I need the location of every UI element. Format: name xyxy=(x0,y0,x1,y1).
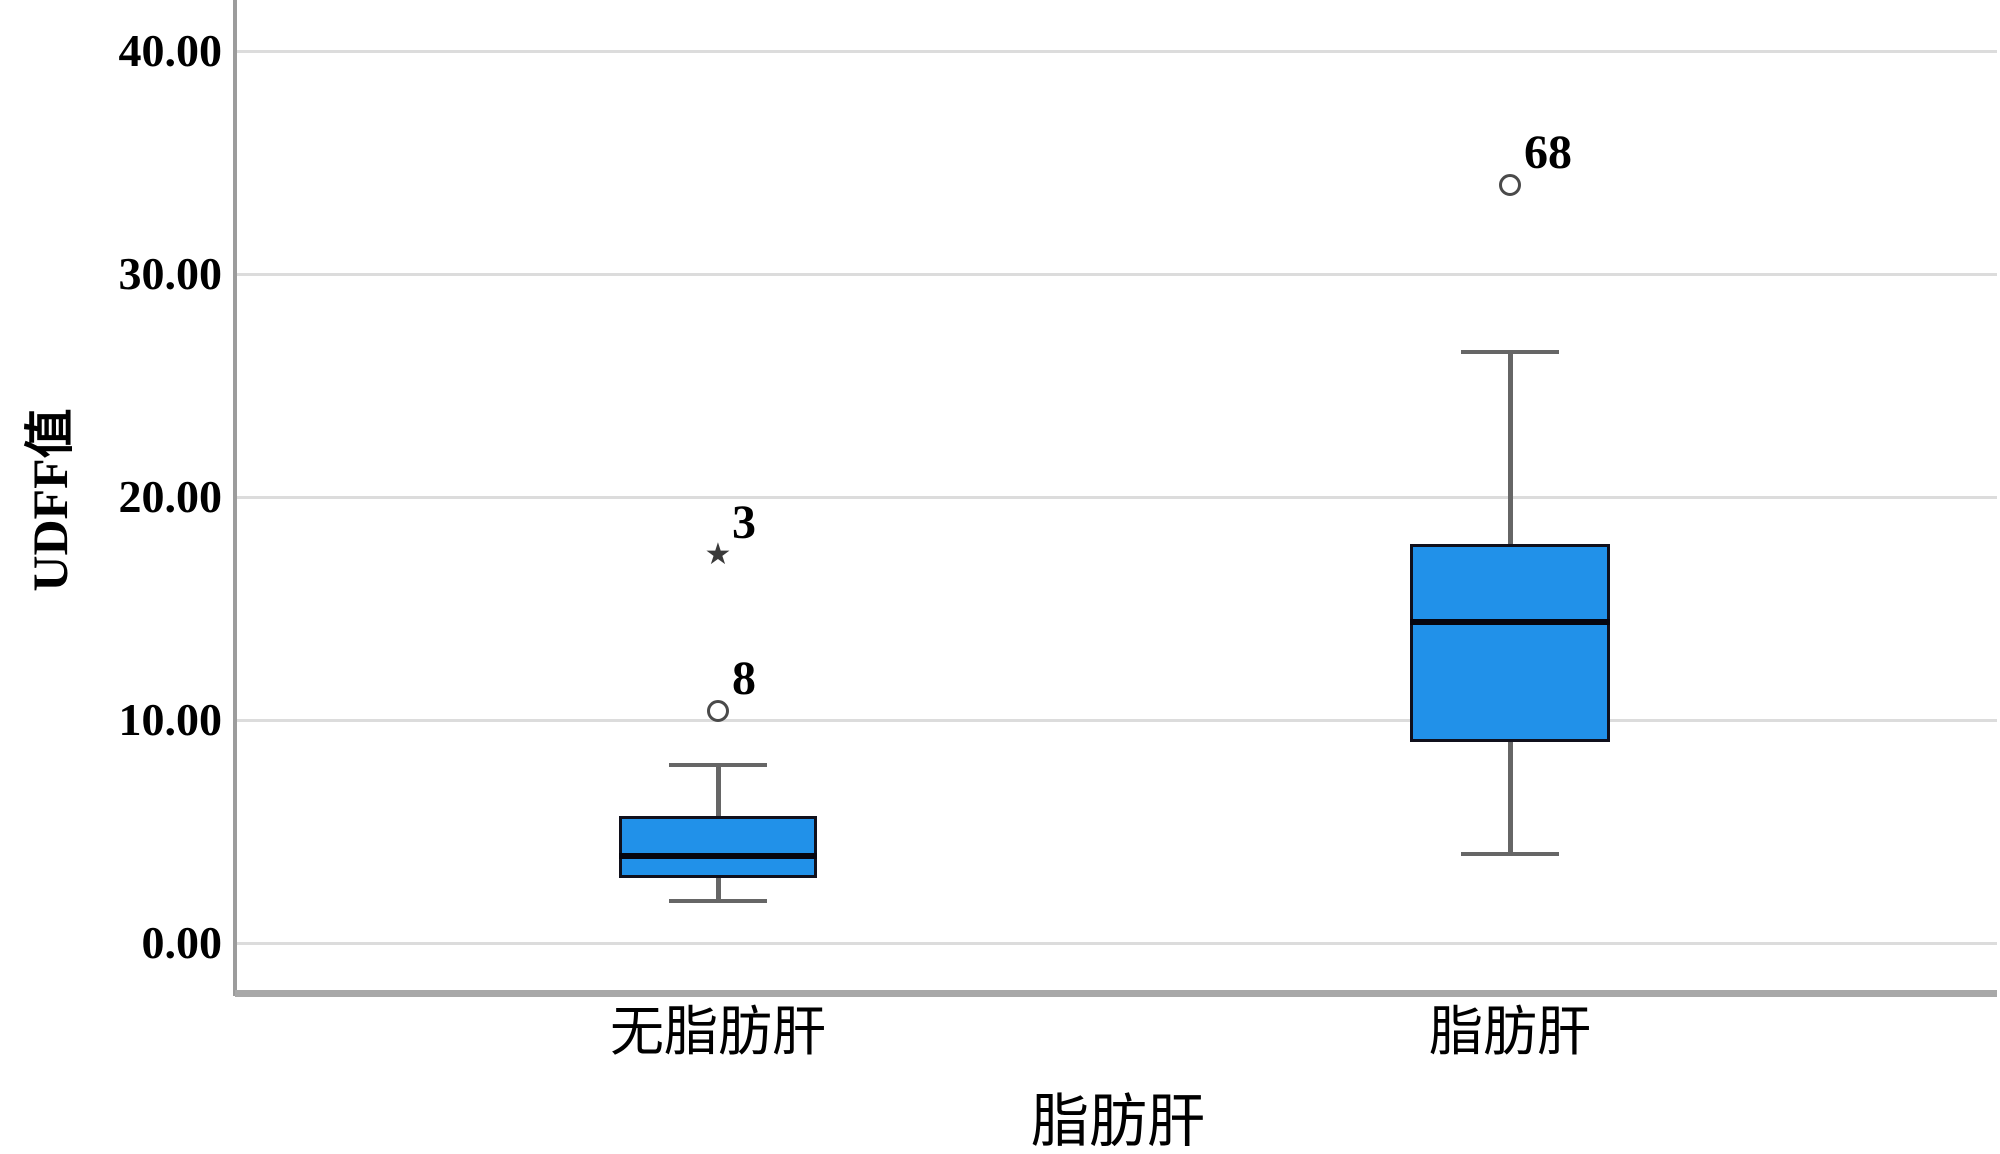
median-line xyxy=(619,853,817,860)
upper-whisker-cap xyxy=(669,762,767,767)
outlier-label: 68 xyxy=(1524,125,1572,179)
y-tick-label: 30.00 xyxy=(118,248,223,299)
y-gridline xyxy=(235,941,1997,945)
lower-whisker-cap xyxy=(669,898,767,903)
y-gridline xyxy=(235,49,1997,53)
y-axis-title: UDFF值 xyxy=(22,408,78,592)
outlier-label: 8 xyxy=(732,652,756,706)
y-gridline xyxy=(235,272,1997,276)
median-line xyxy=(1410,618,1610,625)
outlier-label: 3 xyxy=(732,495,756,549)
y-tick-label: 20.00 xyxy=(118,471,223,522)
upper-whisker-line xyxy=(1507,352,1513,544)
upper-whisker-line xyxy=(715,764,721,816)
y-gridline xyxy=(235,495,1997,499)
y-axis-line xyxy=(233,0,237,996)
box xyxy=(1410,543,1610,743)
y-tick-label: 10.00 xyxy=(118,694,223,745)
lower-whisker-cap xyxy=(1461,851,1559,856)
y-tick-label: 0.00 xyxy=(141,917,223,968)
box xyxy=(619,815,817,879)
x-axis-title: 脂肪肝 xyxy=(1030,1089,1206,1154)
outlier-marker-star-icon: ★ xyxy=(704,536,732,572)
x-axis-line xyxy=(235,990,1997,997)
x-category-label: 脂肪肝 xyxy=(1429,1002,1591,1062)
y-tick-label: 40.00 xyxy=(118,25,223,76)
upper-whisker-cap xyxy=(1461,350,1559,355)
outlier-marker-circle-icon xyxy=(1499,173,1521,196)
x-category-label: 无脂肪肝 xyxy=(610,1002,826,1062)
outlier-marker-circle-icon xyxy=(707,700,729,723)
y-gridline xyxy=(235,718,1997,722)
lower-whisker-line xyxy=(1507,742,1513,854)
lower-whisker-line xyxy=(715,878,721,901)
